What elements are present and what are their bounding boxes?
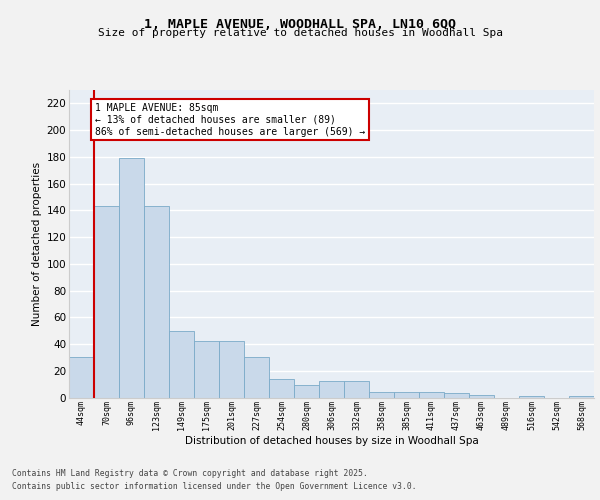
Bar [469,395,494,398]
Bar [169,330,194,398]
Bar [294,386,319,398]
Bar [94,206,119,398]
Bar [419,392,444,398]
Text: Contains public sector information licensed under the Open Government Licence v3: Contains public sector information licen… [12,482,416,491]
Text: 1 MAPLE AVENUE: 85sqm
← 13% of detached houses are smaller (89)
86% of semi-deta: 1 MAPLE AVENUE: 85sqm ← 13% of detached … [95,104,365,136]
Bar [369,392,394,398]
Bar [69,358,94,398]
Bar [219,342,244,398]
X-axis label: Distribution of detached houses by size in Woodhall Spa: Distribution of detached houses by size … [185,436,478,446]
Text: 1, MAPLE AVENUE, WOODHALL SPA, LN10 6QQ: 1, MAPLE AVENUE, WOODHALL SPA, LN10 6QQ [144,18,456,30]
Bar [194,342,219,398]
Bar [244,358,269,398]
Text: Contains HM Land Registry data © Crown copyright and database right 2025.: Contains HM Land Registry data © Crown c… [12,468,368,477]
Bar [569,396,594,398]
Bar [519,396,544,398]
Bar [444,394,469,398]
Bar [394,392,419,398]
Y-axis label: Number of detached properties: Number of detached properties [32,162,43,326]
Bar [319,382,344,398]
Bar [119,158,144,398]
Bar [344,382,369,398]
Text: Size of property relative to detached houses in Woodhall Spa: Size of property relative to detached ho… [97,28,503,38]
Bar [269,379,294,398]
Bar [144,206,169,398]
